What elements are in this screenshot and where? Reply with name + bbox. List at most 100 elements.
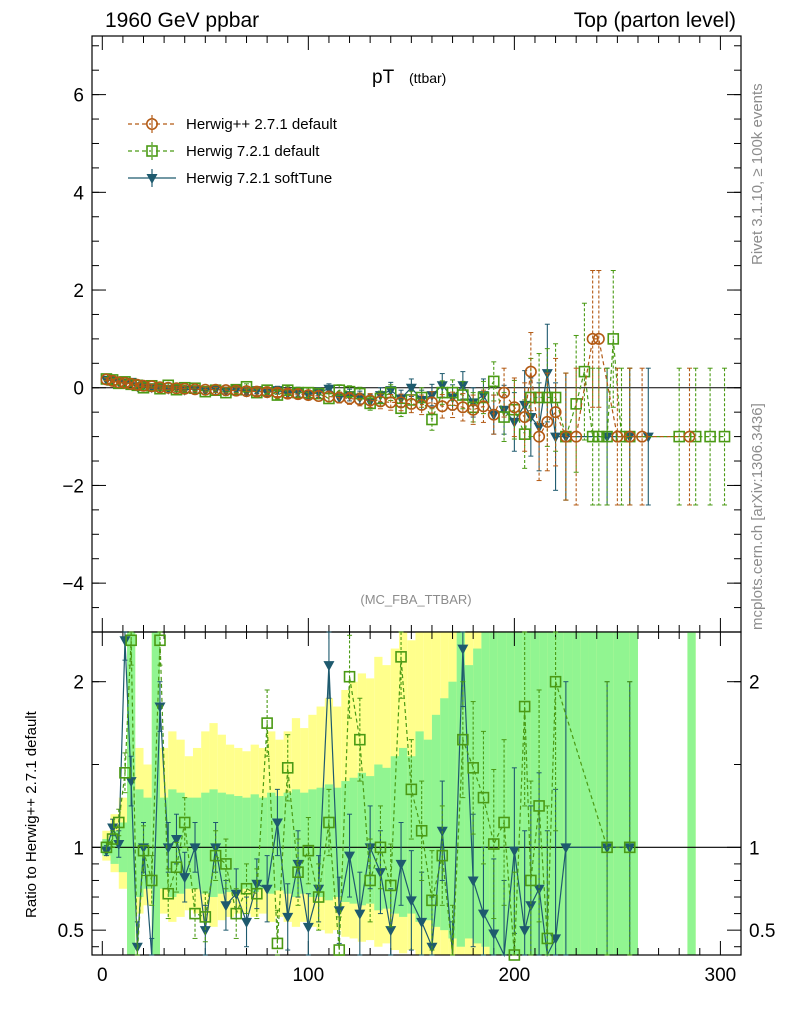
data-point — [241, 917, 253, 928]
ratio-y-axis-label: Ratio to Herwig++ 2.7.1 default — [23, 710, 40, 918]
data-point — [524, 365, 537, 378]
data-point — [518, 411, 531, 424]
y-tick-label-right: 1 — [749, 838, 760, 859]
data-point — [533, 430, 546, 443]
data-point — [607, 333, 620, 345]
data-point — [282, 912, 294, 923]
band-green — [341, 781, 350, 902]
data-point — [374, 841, 387, 854]
band-green — [225, 794, 235, 893]
data-point — [178, 816, 191, 829]
data-point — [560, 432, 572, 443]
data-point — [718, 430, 731, 443]
band-green — [382, 767, 391, 909]
band-green — [192, 797, 202, 889]
band-green — [151, 632, 160, 955]
data-point — [533, 800, 545, 812]
band-green — [489, 632, 498, 955]
data-point — [578, 365, 591, 378]
band-green — [291, 789, 301, 898]
data-point — [119, 766, 131, 779]
data-point — [477, 400, 490, 413]
data-point — [230, 907, 243, 920]
data-point — [601, 841, 613, 854]
data-point — [436, 849, 449, 862]
band-green — [514, 632, 523, 955]
data-point — [395, 651, 407, 663]
band-green — [308, 789, 317, 898]
data-point — [636, 430, 649, 443]
data-point — [689, 430, 702, 443]
band-green — [555, 632, 564, 955]
data-point — [354, 909, 366, 920]
data-point — [549, 675, 562, 688]
legend-label: Herwig++ 2.7.1 default — [186, 116, 338, 133]
data-point — [162, 381, 175, 394]
y-tick-label: 0.5 — [58, 921, 84, 942]
data-point — [261, 717, 273, 729]
band-green — [522, 632, 531, 955]
data-point — [405, 783, 418, 796]
data-point — [271, 818, 283, 829]
data-point — [343, 670, 356, 683]
data-point — [405, 896, 417, 907]
data-point — [154, 634, 166, 647]
data-point — [261, 884, 273, 895]
data-point — [333, 906, 345, 917]
band-green — [184, 797, 193, 889]
band-green — [267, 792, 276, 894]
plot-title: pT — [372, 67, 395, 88]
header-left: 1960 GeV ppbar — [105, 9, 259, 32]
data-point — [550, 432, 562, 443]
data-point — [623, 430, 636, 443]
data-point — [112, 816, 125, 829]
data-point — [312, 891, 325, 903]
x-tick-label: 0 — [97, 965, 108, 986]
band-green — [572, 632, 581, 955]
data-point — [586, 332, 599, 345]
data-point — [162, 843, 174, 854]
y-tick-label: −4 — [62, 574, 84, 595]
data-point — [586, 430, 599, 443]
data-point — [541, 932, 554, 945]
data-point — [344, 851, 356, 862]
data-point — [549, 406, 562, 419]
data-point — [592, 332, 605, 345]
analysis-tag: (MC_FBA_TTBAR) — [360, 592, 471, 607]
band-green — [539, 632, 548, 955]
data-point — [220, 858, 232, 870]
band-green — [473, 648, 482, 944]
legend-marker — [146, 118, 159, 131]
band-green — [580, 632, 589, 955]
band-green — [374, 764, 383, 911]
band-green — [201, 792, 210, 894]
data-point — [704, 430, 716, 443]
band-green — [464, 665, 474, 939]
header-right: Top (parton level) — [574, 9, 736, 32]
data-point — [642, 432, 654, 443]
band-green — [530, 632, 540, 955]
data-point — [426, 391, 438, 402]
legend-label: Herwig 7.2.1 default — [186, 143, 320, 160]
band-green — [250, 794, 259, 893]
band-green — [563, 632, 573, 955]
data-point — [385, 926, 397, 937]
band-green — [621, 632, 630, 955]
band-green — [349, 777, 358, 904]
data-point — [137, 844, 150, 857]
data-point — [106, 833, 119, 845]
data-point — [112, 376, 125, 389]
legend-marker — [146, 174, 158, 184]
data-point — [477, 909, 489, 920]
data-point — [519, 926, 531, 937]
band-green — [423, 739, 432, 921]
data-point — [119, 636, 131, 647]
data-point — [549, 391, 562, 404]
band-green — [283, 792, 292, 894]
data-point — [683, 430, 696, 443]
x-tick-label: 300 — [705, 965, 737, 986]
data-point — [333, 944, 346, 956]
y-tick-label: −2 — [62, 476, 84, 497]
data-point — [593, 430, 605, 443]
data-point — [364, 874, 376, 887]
